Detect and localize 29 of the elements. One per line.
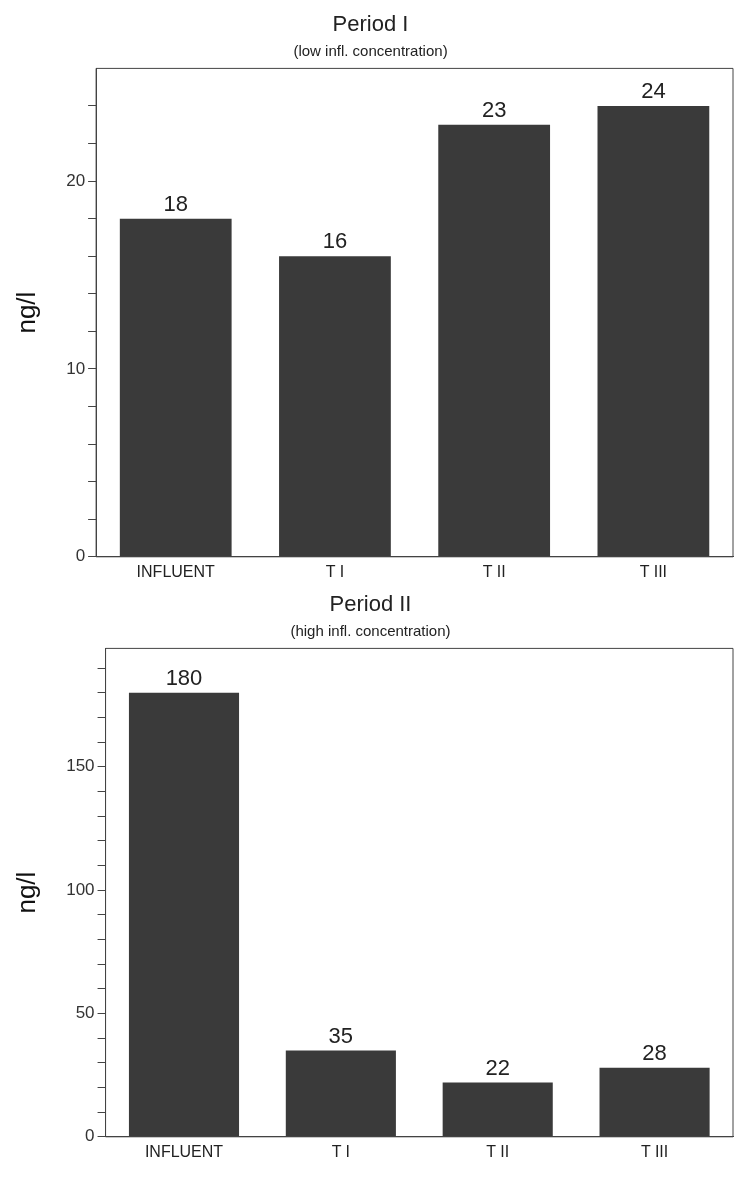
y-axis-title: ng/l (10, 291, 41, 334)
data-label: 35 (328, 1022, 354, 1048)
data-label: 24 (641, 78, 666, 104)
y-tick-label: 20 (66, 170, 86, 190)
y-tick-label: 150 (66, 756, 95, 776)
x-tick-label: T II (482, 562, 506, 580)
x-tick-label: T II (486, 1142, 510, 1160)
data-label: 23 (481, 96, 507, 122)
x-tick-label: T III (639, 562, 668, 580)
y-tick-label: 10 (66, 358, 86, 378)
y-axis-title: ng/l (10, 871, 41, 914)
y-tick-label: 0 (85, 1126, 95, 1146)
data-label: 28 (642, 1039, 667, 1065)
x-tick-label: INFLUENT (136, 562, 216, 580)
data-label: 18 (163, 190, 188, 216)
chart-subtitle: (high infl. concentration) (290, 621, 451, 639)
data-label: 16 (322, 228, 348, 254)
x-tick-label: T III (640, 1142, 669, 1160)
data-label: 180 (165, 664, 203, 690)
x-tick-label: T I (331, 1142, 351, 1160)
chart-title: Period II (329, 591, 412, 617)
y-tick-label: 100 (66, 879, 95, 899)
x-tick-label: INFLUENT (144, 1142, 224, 1160)
data-label: 22 (485, 1054, 510, 1080)
y-tick-label: 50 (75, 1003, 95, 1023)
y-tick-label: 0 (75, 546, 86, 566)
chart-subtitle: (low infl. concentration) (293, 41, 448, 59)
chart-title: Period I (332, 11, 409, 37)
x-tick-label: T I (325, 562, 345, 580)
